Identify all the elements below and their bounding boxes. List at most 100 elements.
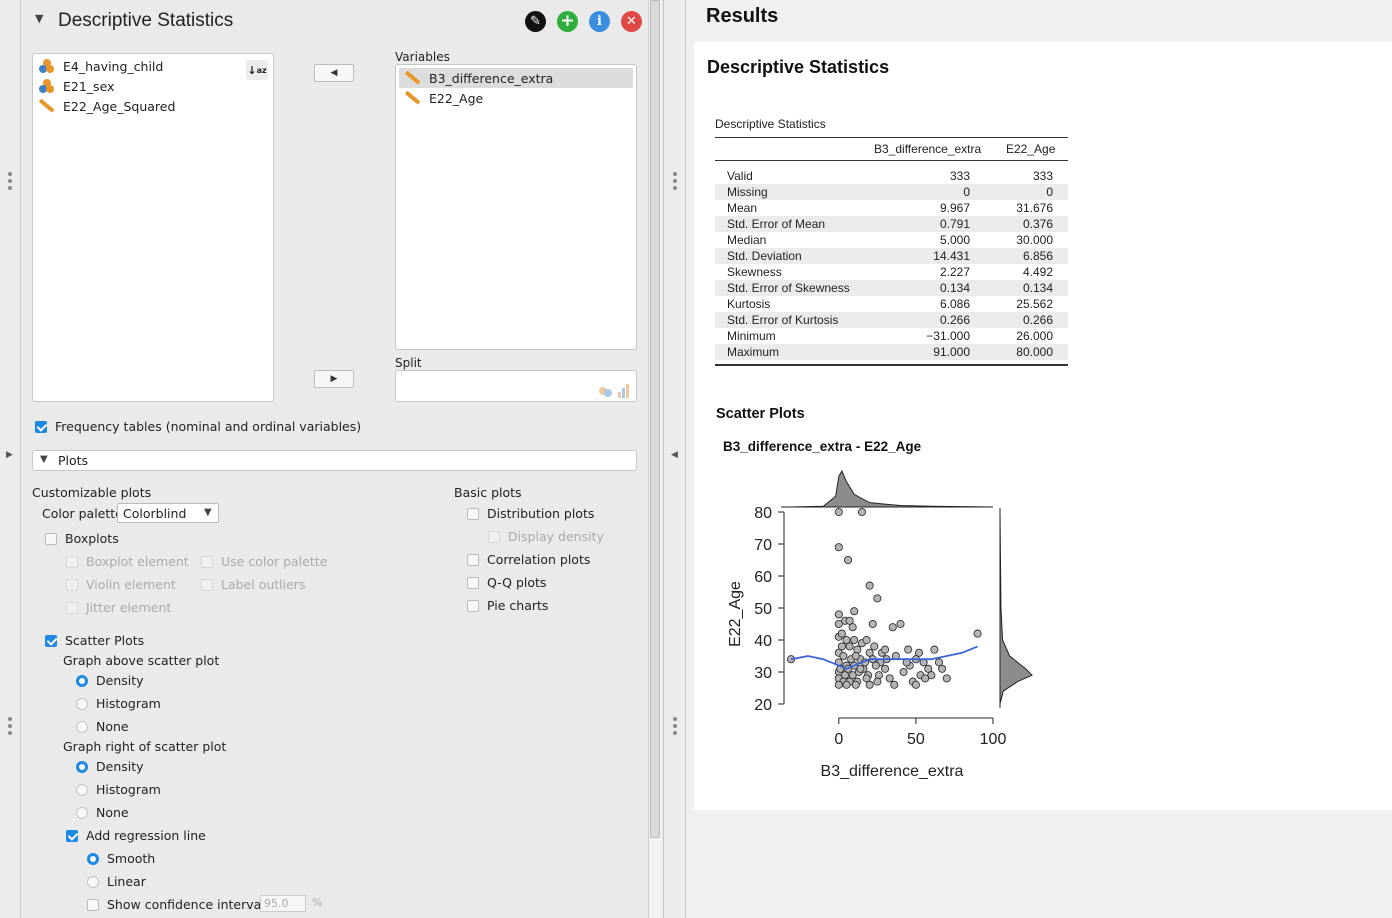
table-row: Minimum −31.000 26.000 — [715, 328, 1068, 344]
info-button[interactable]: i — [589, 11, 610, 32]
drag-handle[interactable] — [8, 717, 12, 735]
split-drop-target[interactable] — [395, 370, 637, 402]
cell-value: 0.134 — [939, 281, 970, 295]
y-tick-label: 80 — [754, 505, 772, 522]
edit-title-button[interactable]: ✎ — [525, 11, 546, 32]
data-point — [862, 674, 871, 683]
data-point — [842, 680, 851, 689]
panel-splitter[interactable]: ◀ — [663, 0, 686, 918]
list-item[interactable]: B3_difference_extra — [399, 68, 633, 88]
show-ci-option[interactable]: Show confidence interval — [87, 897, 265, 912]
nominal-variable-icon — [39, 79, 55, 93]
data-point — [845, 616, 854, 625]
above-none-option[interactable]: None — [76, 719, 129, 734]
jitter-element-option[interactable]: Jitter element — [66, 600, 171, 615]
label-outliers-checkbox[interactable] — [201, 578, 213, 591]
pie-charts-option[interactable]: Pie charts — [467, 598, 548, 613]
data-point — [834, 680, 843, 689]
linear-option[interactable]: Linear — [87, 874, 146, 889]
violin-element-option[interactable]: Violin element — [66, 577, 176, 592]
frequency-tables-checkbox[interactable] — [35, 420, 47, 433]
above-density-radio[interactable] — [76, 674, 88, 687]
data-point — [934, 658, 944, 667]
scatter-plots-checkbox[interactable] — [45, 634, 57, 647]
cell-value: 6.086 — [939, 297, 970, 311]
collapse-left-arrow-icon[interactable]: ◀ — [671, 450, 678, 460]
results-content: Descriptive Statistics Descriptive Stati… — [694, 42, 1392, 810]
right-histogram-option[interactable]: Histogram — [76, 782, 161, 797]
qq-plots-option[interactable]: Q-Q plots — [467, 575, 546, 590]
above-none-radio[interactable] — [76, 720, 88, 733]
use-color-palette-option[interactable]: Use color palette — [201, 554, 327, 569]
scrollbar-thumb[interactable] — [650, 0, 660, 838]
jitter-element-checkbox[interactable] — [66, 601, 78, 614]
move-right-button[interactable]: ▶ — [314, 370, 354, 388]
drag-handle[interactable] — [673, 172, 677, 190]
column-header: E22_Age — [1006, 142, 1056, 156]
arrow-right-icon: ▶ — [330, 374, 338, 384]
list-item[interactable]: E4_having_child — [33, 56, 233, 76]
data-point — [857, 507, 866, 517]
boxplot-element-option[interactable]: Boxplot element — [66, 554, 189, 569]
cell-value: 0.376 — [1022, 217, 1053, 231]
smooth-radio[interactable] — [87, 852, 99, 865]
distribution-plots-option[interactable]: Distribution plots — [467, 506, 594, 521]
graph-above-label: Graph above scatter plot — [63, 653, 220, 668]
above-histogram-radio[interactable] — [76, 697, 88, 710]
show-ci-checkbox[interactable] — [87, 898, 99, 911]
frequency-tables-option[interactable]: Frequency tables (nominal and ordinal va… — [35, 419, 361, 434]
correlation-plots-checkbox[interactable] — [467, 553, 479, 566]
above-density-option[interactable]: Density — [76, 673, 144, 688]
correlation-plots-option[interactable]: Correlation plots — [467, 552, 590, 567]
collapse-arrow-icon[interactable]: ▼ — [35, 12, 44, 25]
drag-handle[interactable] — [673, 717, 677, 735]
right-density-curve — [999, 511, 1033, 705]
duplicate-analysis-button[interactable]: + — [557, 11, 578, 32]
list-item[interactable]: E21_sex — [33, 76, 233, 96]
sort-icon[interactable]: ↓ az — [246, 60, 268, 80]
move-left-button[interactable]: ◀ — [314, 64, 354, 82]
right-density-radio[interactable] — [76, 760, 88, 773]
color-palette-select[interactable]: Colorblind ▼ — [117, 503, 219, 523]
boxplots-checkbox[interactable] — [45, 532, 57, 545]
row-label: Maximum — [727, 345, 780, 359]
display-density-option[interactable]: Display density — [488, 529, 604, 544]
add-regression-option[interactable]: Add regression line — [66, 828, 206, 843]
smooth-option[interactable]: Smooth — [87, 851, 155, 866]
above-histogram-option[interactable]: Histogram — [76, 696, 161, 711]
color-palette-label: Color palette — [42, 506, 123, 521]
use-color-palette-checkbox[interactable] — [201, 555, 213, 568]
row-label: Skewness — [727, 265, 782, 279]
right-none-radio[interactable] — [76, 806, 88, 819]
drag-handle[interactable] — [8, 172, 12, 190]
violin-element-checkbox[interactable] — [66, 578, 78, 591]
linear-radio[interactable] — [87, 875, 99, 888]
distribution-plots-checkbox[interactable] — [467, 507, 479, 520]
add-regression-checkbox[interactable] — [66, 829, 78, 842]
list-item[interactable]: E22_Age_Squared — [33, 96, 233, 116]
expand-arrow-icon[interactable]: ▶ — [6, 450, 13, 460]
source-variable-list[interactable]: ↓ az E4_having_child E21_sex E22_Age_Squa… — [32, 53, 274, 402]
data-point — [924, 664, 933, 673]
label-outliers-option[interactable]: Label outliers — [201, 577, 305, 592]
qq-plots-checkbox[interactable] — [467, 576, 479, 589]
boxplot-element-checkbox[interactable] — [66, 555, 78, 568]
right-none-option[interactable]: None — [76, 805, 129, 820]
display-density-checkbox[interactable] — [488, 530, 500, 543]
pie-charts-checkbox[interactable] — [467, 599, 479, 612]
plots-section-header[interactable]: ▼ Plots — [32, 450, 637, 471]
data-point — [930, 645, 939, 654]
list-item[interactable]: E22_Age — [399, 88, 633, 108]
cell-value: 5.000 — [939, 233, 970, 247]
ci-value-input[interactable]: 95.0 — [260, 895, 306, 912]
x-tick-label: 50 — [907, 731, 925, 748]
close-analysis-button[interactable]: ✕ — [621, 11, 642, 32]
right-histogram-radio[interactable] — [76, 783, 88, 796]
variables-list[interactable]: B3_difference_extra E22_Age — [395, 64, 637, 350]
scatter-plot: B3_difference_extra - E22_Age 20 30 40 50 60… — [723, 439, 1033, 780]
table-row: Maximum 91.000 80.000 — [715, 344, 1068, 360]
y-axis-label: E22_Age — [727, 581, 744, 647]
boxplots-option[interactable]: Boxplots — [45, 531, 119, 546]
scatter-plots-option[interactable]: Scatter Plots — [45, 633, 144, 648]
right-density-option[interactable]: Density — [76, 759, 144, 774]
